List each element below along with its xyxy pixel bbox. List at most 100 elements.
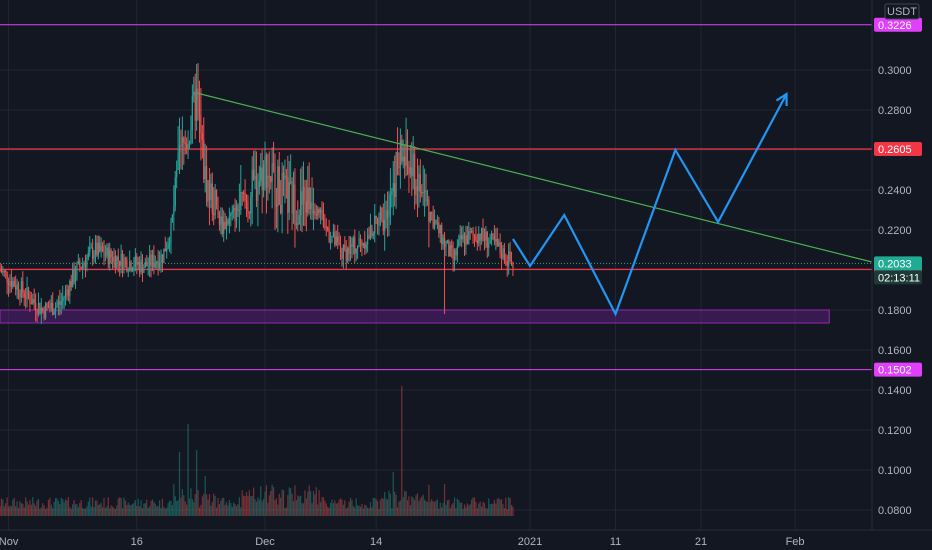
candle-body — [493, 236, 496, 242]
volume-bar — [432, 501, 434, 516]
volume-bar — [121, 508, 124, 516]
volume-bar — [129, 504, 131, 516]
volume-bar — [47, 499, 50, 516]
candle-body — [238, 210, 240, 212]
candle-body — [139, 262, 141, 273]
countdown-tag-bg — [874, 270, 922, 285]
candle-body — [130, 261, 132, 271]
volume-bar — [109, 508, 111, 516]
volume-bar — [311, 503, 313, 516]
volume-bar — [30, 504, 32, 516]
candle-body — [314, 210, 316, 215]
volume-bar — [208, 494, 211, 516]
volume-bar — [26, 501, 28, 516]
candle-body — [462, 234, 464, 240]
candle-body — [268, 175, 270, 177]
volume-bar — [154, 503, 156, 516]
volume-bar — [291, 493, 293, 516]
candle-body — [193, 91, 195, 96]
volume-bar — [177, 500, 179, 516]
candle-body — [225, 220, 228, 230]
candle-body — [80, 266, 82, 269]
candle-body — [188, 142, 191, 145]
candle-body — [512, 262, 514, 268]
candle-body — [248, 211, 250, 214]
volume-bar — [110, 505, 112, 516]
candle-body — [287, 177, 289, 213]
time-tick-label: 11 — [610, 536, 621, 548]
candle-body — [374, 215, 376, 234]
candle-body — [221, 216, 223, 234]
candle-body — [29, 295, 31, 304]
volume-bar — [106, 506, 108, 516]
candle-body — [191, 95, 193, 130]
volume-bar — [117, 498, 119, 516]
volume-bar — [143, 503, 145, 516]
volume-bar — [493, 499, 496, 516]
candle-body — [492, 233, 494, 237]
volume-bar — [131, 504, 134, 516]
volume-bar — [301, 503, 303, 516]
candle-body — [37, 302, 40, 314]
candle-body — [103, 251, 105, 257]
candle-body — [74, 276, 77, 282]
candle-body — [143, 267, 145, 273]
volume-bar — [180, 497, 182, 516]
volume-bar — [6, 497, 8, 516]
volume-bar — [188, 498, 191, 516]
candle-body — [431, 211, 433, 215]
volume-bar — [12, 499, 14, 516]
candle-body — [7, 282, 10, 286]
candle-body — [358, 238, 360, 246]
volume-bar — [270, 490, 272, 516]
candle-body — [253, 169, 255, 180]
candle-body — [83, 263, 85, 265]
volume-bar — [52, 508, 54, 516]
candle-body — [354, 237, 356, 254]
volume-bar — [355, 498, 357, 516]
volume-bar — [114, 508, 117, 516]
candle-body — [351, 243, 353, 247]
candle-body — [300, 191, 302, 216]
volume-bar — [15, 506, 17, 516]
volume-bar — [251, 496, 253, 516]
price-tick-label: 0.2400 — [878, 185, 912, 197]
volume-bar — [59, 504, 61, 516]
candle-body — [404, 156, 406, 167]
currency-badge[interactable] — [884, 3, 920, 20]
volume-bar — [69, 506, 71, 516]
volume-bar — [499, 499, 501, 516]
candle-body — [424, 190, 426, 193]
volume-bar — [166, 507, 168, 516]
candle-body — [322, 210, 325, 226]
volume-bar — [338, 499, 340, 516]
volume-bar — [104, 507, 107, 516]
volume-bar — [17, 507, 20, 516]
candle-body — [134, 256, 136, 267]
volume-bar — [314, 494, 316, 516]
volume-bar — [310, 491, 312, 516]
candle-body — [347, 247, 349, 261]
volume-bar — [54, 498, 57, 516]
candle-body — [446, 240, 448, 244]
volume-bar — [235, 505, 238, 516]
volume-bar — [281, 489, 283, 516]
candle-body — [12, 281, 14, 287]
volume-bar — [275, 498, 278, 516]
candle-body — [402, 156, 404, 162]
volume-bar — [405, 491, 407, 516]
volume-bar — [496, 498, 498, 516]
candle-body — [44, 303, 47, 318]
volume-bar — [391, 508, 393, 516]
volume-bar — [451, 504, 453, 516]
candle-body — [129, 261, 131, 271]
volume-bar — [431, 499, 433, 516]
candle-body — [59, 301, 61, 305]
volume-bar — [348, 501, 350, 516]
candle-body — [50, 302, 52, 309]
volume-bar — [317, 504, 319, 516]
volume-bar — [345, 508, 347, 516]
candle-body — [375, 215, 377, 219]
candle-body — [312, 210, 315, 214]
